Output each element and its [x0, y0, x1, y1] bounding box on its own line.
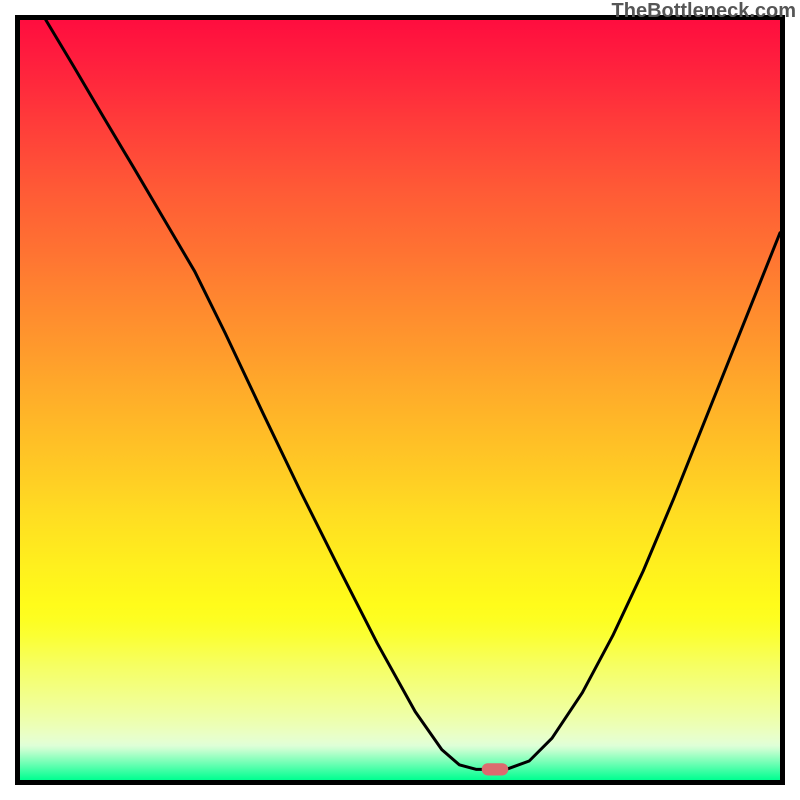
chart-container: TheBottleneck.com [0, 0, 800, 800]
bottleneck-chart [0, 0, 800, 800]
watermark-text: TheBottleneck.com [612, 0, 796, 23]
gradient-background [20, 20, 780, 780]
optimal-point-marker [482, 763, 509, 775]
